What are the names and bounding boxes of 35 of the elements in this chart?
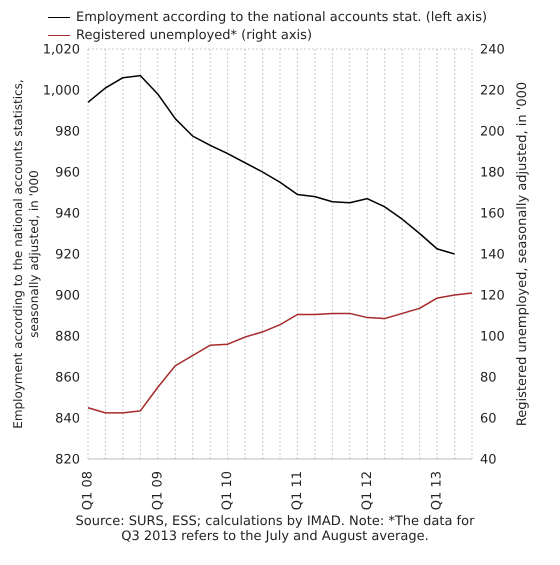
y2-tick-label: 40 [480,452,497,468]
x-tick-label: Q1 08 [80,471,96,510]
y-tick-label: 960 [55,166,80,181]
x-tick-label: Q1 10 [220,471,236,510]
legend-label: Registered unemployed* (right axis) [76,28,312,42]
y-tick-label: 860 [55,370,80,386]
y2-tick-label: 100 [480,330,505,345]
y-tick-label: 880 [55,330,80,345]
y2-tick-label: 140 [480,248,505,263]
legend-label: Employment according to the national accounts stat. (left axis) [76,10,488,24]
line-series [87,74,456,255]
y-tick-label: 840 [55,412,80,427]
source-note: Source: SURS, ESS; calculations by IMAD. Note: *The data for Q3 2013 refers to the July and August average. [74,514,476,544]
y2-tick-label: 200 [480,124,505,140]
y-tick-label: 980 [55,124,80,140]
y2-tick-label: 240 [480,42,505,58]
y2-axis-title: Registered unemployed, seasonally adjusted, in '000 [515,82,530,426]
x-tick-label: Q1 11 [290,471,305,510]
y-tick-label: 940 [55,206,80,222]
line-series [87,292,473,414]
y-tick-label: 1,020 [42,42,80,58]
y-tick-label: 820 [55,452,80,468]
y2-tick-label: 80 [480,370,497,386]
y2-tick-label: 220 [480,84,505,99]
y2-tick-label: 180 [480,166,505,181]
x-tick-label: Q1 12 [360,471,375,510]
y2-tick-label: 160 [480,206,505,222]
y2-tick-label: 120 [480,288,505,304]
y-tick-label: 900 [55,288,80,304]
y-axis-title: Employment according to the national accounts statistics, seasonally adjusted, in '000 [11,79,41,429]
x-tick-label: Q1 13 [430,471,445,510]
x-tick-label: Q1 09 [150,471,166,510]
y2-tick-label: 60 [480,412,497,427]
y-tick-label: 920 [55,248,80,263]
y-tick-label: 1,000 [42,84,80,99]
